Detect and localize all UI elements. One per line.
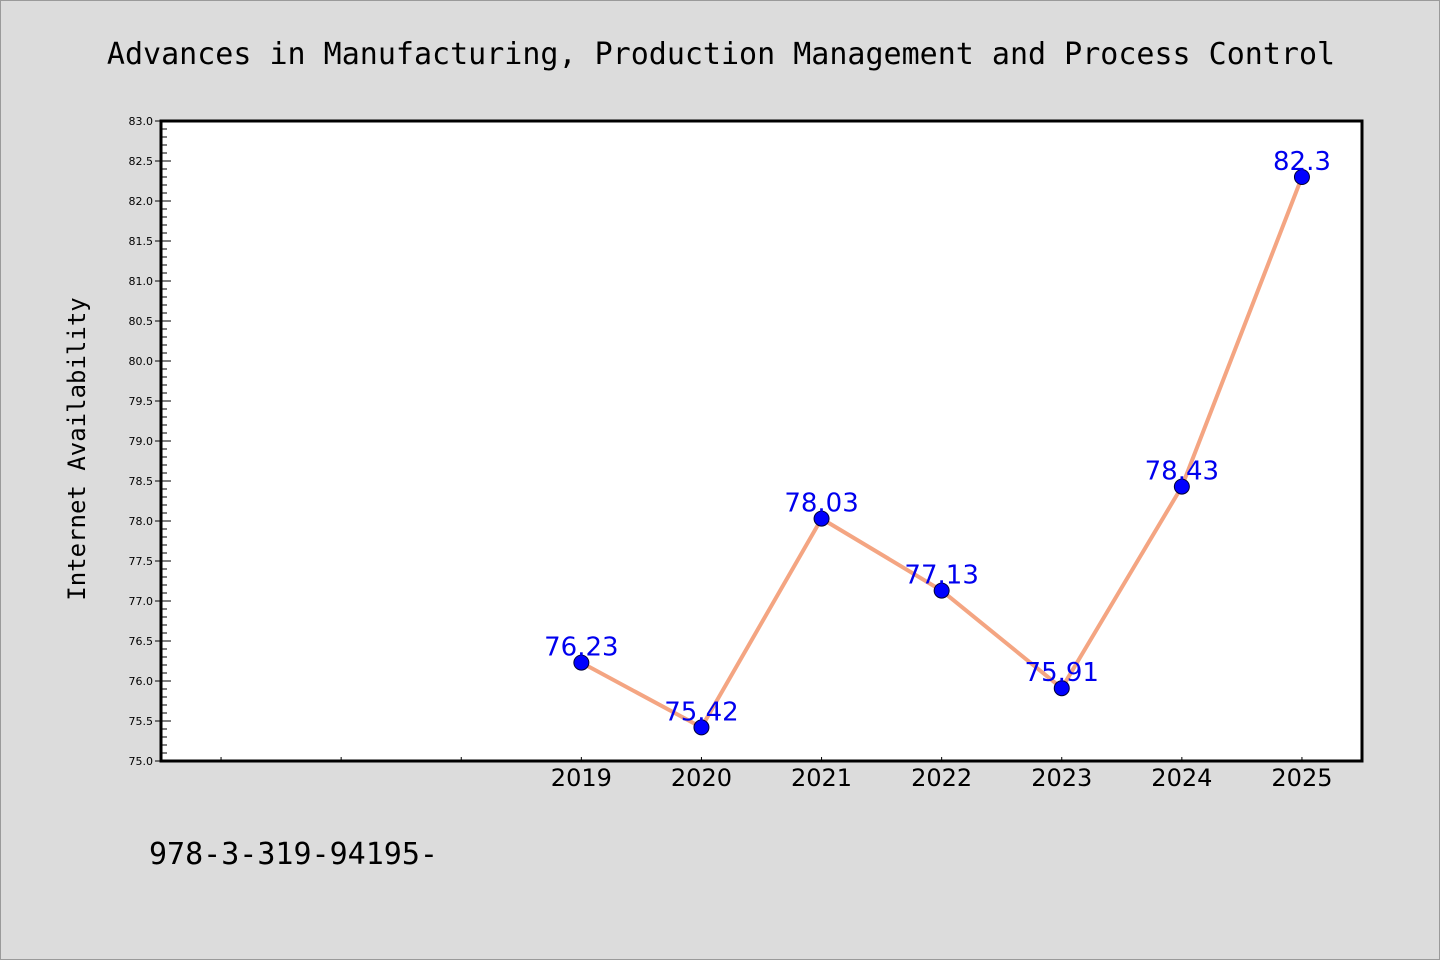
- y-tick-label: 77.5: [129, 555, 154, 568]
- plot-frame: [159, 119, 1364, 763]
- x-tick-label: 2025: [1271, 764, 1332, 792]
- y-tick-label: 78.0: [129, 515, 154, 528]
- x-tick-label: 2024: [1151, 764, 1212, 792]
- x-tick-label: 2020: [671, 764, 732, 792]
- footer-text: 978-3-319-94195-: [149, 837, 438, 872]
- y-tick-label: 81.5: [129, 235, 154, 248]
- y-tick-label: 80.0: [129, 355, 154, 368]
- plot-area: [161, 121, 1362, 761]
- data-label: 75.91: [1025, 658, 1099, 688]
- y-axis-label: Internet Availability: [63, 297, 91, 600]
- data-point: [1173, 478, 1190, 495]
- data-point: [1053, 680, 1070, 697]
- y-tick-label: 76.0: [129, 675, 154, 688]
- data-label: 82.3: [1273, 147, 1331, 177]
- x-tick-label: 2019: [551, 764, 612, 792]
- y-tick-label: 83.0: [129, 115, 154, 128]
- x-tick-label: 2021: [791, 764, 852, 792]
- data-point: [1293, 169, 1310, 185]
- y-tick-label: 77.0: [129, 595, 154, 608]
- y-tick-label: 75.5: [129, 715, 154, 728]
- y-tick-label: 79.0: [129, 435, 154, 448]
- x-axis: 2019 2020 2021 2022 2023 2024 2025: [220, 757, 1332, 792]
- y-axis: 75.0 75.5 76.0 76.5 77.0 77.5 78.0 78.5 79.0 79.5…: [129, 115, 171, 768]
- data-label: 78.43: [1145, 457, 1219, 487]
- x-tick-label: 2022: [911, 764, 972, 792]
- y-tick-label: 79.5: [129, 395, 154, 408]
- y-tick-label: 76.5: [129, 635, 154, 648]
- data-point: [693, 719, 710, 736]
- chart-title: Advances in Manufacturing, Production Ma…: [107, 37, 1335, 72]
- data-label: 77.13: [904, 561, 978, 591]
- y-tick-label: 82.5: [129, 155, 154, 168]
- data-labels: 76.23 75.42 78.03 77.13 75.91 78.43 82.3: [544, 147, 1331, 727]
- data-label: 76.23: [544, 633, 618, 663]
- data-label: 78.03: [784, 489, 858, 519]
- y-tick-label: 80.5: [129, 315, 154, 328]
- x-tick-label: 2023: [1031, 764, 1092, 792]
- y-tick-label: 81.0: [129, 275, 154, 288]
- y-tick-label: 82.0: [129, 195, 154, 208]
- y-tick-label: 75.0: [129, 755, 154, 768]
- data-point: [933, 582, 950, 599]
- series-layer: [573, 169, 1310, 736]
- data-point: [573, 654, 590, 671]
- data-label: 75.42: [664, 697, 738, 727]
- data-point: [813, 510, 830, 527]
- y-tick-label: 78.5: [129, 475, 154, 488]
